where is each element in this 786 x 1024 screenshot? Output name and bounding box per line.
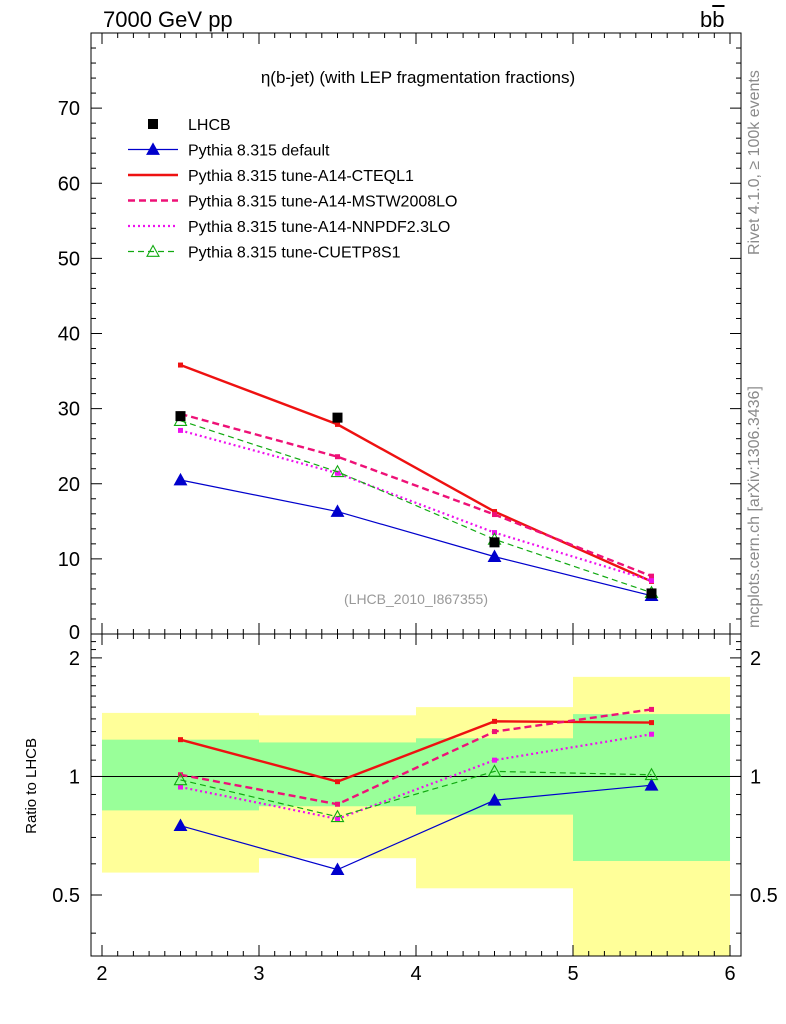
legend-marker-4 [146, 244, 160, 257]
y-tick-label-0: 0 [69, 622, 80, 644]
ratio-tick-label-right-0: 0.5 [750, 885, 778, 907]
chart-title: η(b-jet) (with LEP fragmentation fractio… [261, 68, 575, 87]
ratio-1-point-0 [177, 737, 183, 743]
ratio-3-point-2 [492, 757, 498, 763]
band-green-1 [258, 742, 416, 807]
x-tick-label-3: 5 [567, 963, 578, 985]
legend: LHCB Pythia 8.315 default Pythia 8.315 tun… [128, 117, 457, 262]
header-right-b: b [700, 7, 713, 32]
y-tick-label-4: 40 [58, 324, 80, 346]
ratio-1-point-3 [649, 720, 655, 726]
ratio-tick-label-left-2: 2 [69, 648, 80, 670]
series-4-point-1 [330, 464, 345, 478]
y-tick-label-7: 70 [58, 98, 80, 120]
series-line-0 [180, 479, 652, 597]
axis-labels: 2 3 4 5 6 10 20 30 40 50 60 70 0 0.5 0.5 1 1 2 2 [52, 98, 778, 985]
ratio-tick-label-left-0: 0.5 [52, 885, 80, 907]
header-right-bbar: b [712, 7, 725, 32]
data-point-0 [175, 411, 186, 422]
series-1-point-0 [177, 362, 183, 368]
ratio-3-point-1 [334, 816, 340, 822]
data-point-2 [489, 537, 500, 548]
ratio-0-point-0 [173, 818, 188, 832]
legend-label-4: Pythia 8.315 tune-CUETP8S1 [188, 245, 401, 262]
watermark: (LHCB_2010_I867355) [344, 591, 488, 607]
ratio-0-point-3 [644, 778, 659, 791]
ratio-tick-label-right-1: 1 [750, 766, 761, 788]
ratio-0-point-2 [487, 793, 502, 806]
series-3-point-0 [177, 427, 183, 433]
x-tick-label-2: 4 [410, 963, 421, 985]
legend-label-data: LHCB [188, 117, 231, 134]
main-series [173, 362, 659, 602]
ratio-line-1 [180, 720, 652, 783]
ratio-3-point-3 [649, 731, 655, 737]
ratio-4-point-2 [487, 764, 502, 777]
series-1-point-2 [492, 509, 498, 515]
ratio-tick-label-right-2: 2 [750, 648, 761, 670]
series-line-1 [180, 363, 652, 583]
series-1-point-1 [334, 421, 340, 427]
ratio-2-point-3 [649, 706, 655, 712]
series-line-4 [180, 420, 652, 594]
series-2-point-1 [334, 454, 340, 460]
ratio-3-point-0 [177, 784, 183, 790]
y-tick-label-6: 60 [58, 173, 80, 195]
ratio-1-point-1 [334, 779, 340, 785]
series-0-point-0 [173, 472, 188, 486]
series-3-point-3 [649, 578, 655, 584]
ratio-bands [91, 676, 741, 956]
x-tick-label-4: 6 [724, 963, 735, 985]
legend-label-2: Pythia 8.315 tune-A14-MSTW2008LO [188, 194, 457, 211]
series-3-point-1 [334, 470, 340, 476]
header-right: bb [700, 7, 725, 33]
header-left: 7000 GeV pp [103, 7, 233, 32]
legend-label-3: Pythia 8.315 tune-A14-NNPDF2.3LO [188, 219, 450, 236]
series-0-point-1 [330, 504, 345, 517]
ratio-0-point-1 [330, 862, 345, 875]
series-line-3 [180, 429, 652, 582]
y-tick-label-5: 50 [58, 248, 80, 270]
y-tick-label-3: 30 [58, 399, 80, 421]
axis-ticks [91, 33, 741, 956]
ratio-ylabel: Ratio to LHCB [23, 738, 40, 834]
ratio-1-point-2 [492, 718, 498, 724]
series-2-point-2 [492, 512, 498, 518]
ratio-4-point-0 [173, 772, 188, 786]
data-point-1 [332, 412, 343, 423]
ratio-2-point-1 [334, 801, 340, 807]
legend-label-0: Pythia 8.315 default [188, 143, 330, 160]
x-tick-label-1: 3 [253, 963, 264, 985]
ratio-line-4 [180, 770, 652, 818]
ratio-panel-frame [90, 633, 742, 957]
ratio-line-3 [180, 733, 652, 821]
ratio-2-point-2 [492, 729, 498, 735]
series-line-2 [180, 412, 652, 578]
ratio-tick-label-left-1: 1 [69, 766, 80, 788]
data-point-3 [646, 588, 657, 599]
series-0-point-2 [487, 549, 502, 562]
legend-marker-0 [146, 142, 160, 155]
ratio-line-2 [180, 708, 652, 806]
x-tick-label-0: 2 [96, 963, 107, 985]
ratio-line-0 [180, 784, 652, 871]
ratio-4-point-3 [644, 767, 659, 781]
legend-marker-data [148, 119, 158, 129]
ratio-series [173, 706, 659, 875]
ratio-4-point-1 [330, 809, 345, 823]
series-2-point-3 [649, 573, 655, 579]
y-tick-label-1: 10 [58, 549, 80, 571]
y-tick-label-2: 20 [58, 474, 80, 496]
legend-label-1: Pythia 8.315 tune-A14-CTEQL1 [188, 168, 414, 185]
